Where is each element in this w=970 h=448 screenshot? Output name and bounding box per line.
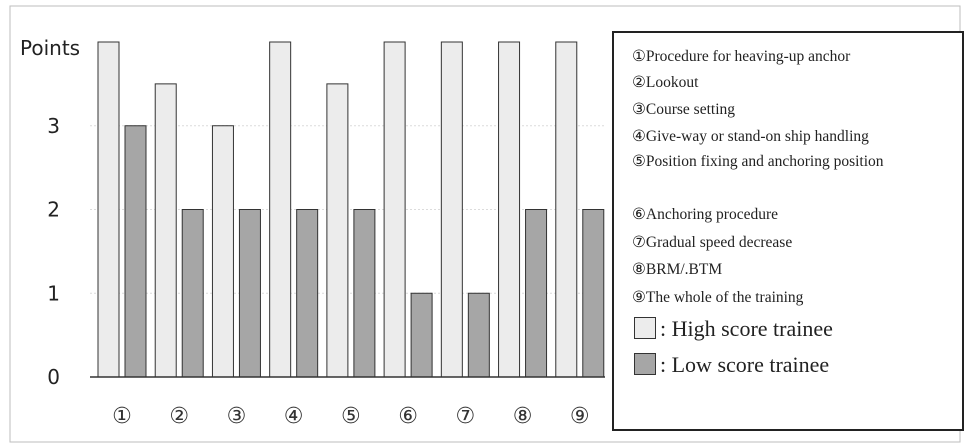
x-tick-label: ⑤ [341, 404, 361, 429]
y-tick-label: 1 [47, 281, 60, 305]
y-tick-label: 0 [47, 365, 60, 389]
legend-item-7: ⑦Gradual speed decrease [632, 234, 793, 251]
bar-low-score [124, 125, 147, 378]
legend-item-6: ⑥Anchoring procedure [632, 206, 779, 223]
bar-high-score [498, 41, 521, 378]
y-tick-label: 3 [47, 114, 60, 138]
bar-low-score [525, 209, 548, 378]
y-tick-label: 2 [47, 198, 60, 222]
x-tick-label: ③ [227, 404, 247, 429]
x-tick-label: ④ [284, 404, 304, 429]
x-tick-label: ⑦ [455, 404, 475, 429]
y-axis-label: Points [20, 36, 80, 60]
legend-item-3: ③Course setting [632, 101, 736, 118]
bar-low-score [181, 209, 204, 378]
legend-item-9: ⑨The whole of the training [632, 289, 804, 306]
legend-series-low-label: : Low score trainee [660, 352, 830, 377]
bar-high-score [154, 83, 177, 378]
bar-high-score [211, 125, 234, 378]
bar-high-score [555, 41, 578, 378]
bar-high-score [440, 41, 463, 378]
bar-low-score [410, 292, 433, 378]
axes: 0 1 2 3 ① ② ③ ④ ⑤ ⑥ ⑦ ⑧ ⑨ [47, 114, 605, 429]
legend-item-5: ⑤Position fixing and anchoring position [632, 153, 884, 170]
bar-high-score [326, 83, 349, 378]
legend-swatch-low [634, 353, 656, 375]
legend-series-low: : Low score trainee [634, 353, 829, 376]
legend-item-8: ⑧BRM/.BTM [632, 261, 723, 278]
bars [97, 41, 605, 378]
legend-series-high-label: : High score trainee [660, 316, 833, 341]
x-tick-label: ⑧ [513, 404, 533, 429]
x-tick-label: ⑨ [570, 404, 590, 429]
bar-high-score [383, 41, 406, 378]
bar-low-score [238, 209, 261, 378]
legend-item-2: ②Lookout [632, 74, 699, 91]
legend-series-high: : High score trainee [634, 317, 833, 340]
bar-low-score [353, 209, 376, 378]
bar-high-score [97, 41, 120, 378]
x-tick-label: ⑥ [398, 404, 418, 429]
legend-swatch-high [634, 317, 656, 339]
x-tick-label: ② [169, 404, 189, 429]
bar-low-score [582, 209, 605, 378]
bar-low-score [467, 292, 490, 378]
bar-high-score [269, 41, 292, 378]
legend-item-4: ④Give-way or stand-on ship handling [632, 128, 869, 145]
x-tick-label: ① [112, 404, 132, 429]
legend-item-1: ①Procedure for heaving-up anchor [632, 48, 851, 65]
legend: ①Procedure for heaving-up anchor ②Lookou… [612, 31, 964, 431]
bar-low-score [296, 209, 319, 378]
